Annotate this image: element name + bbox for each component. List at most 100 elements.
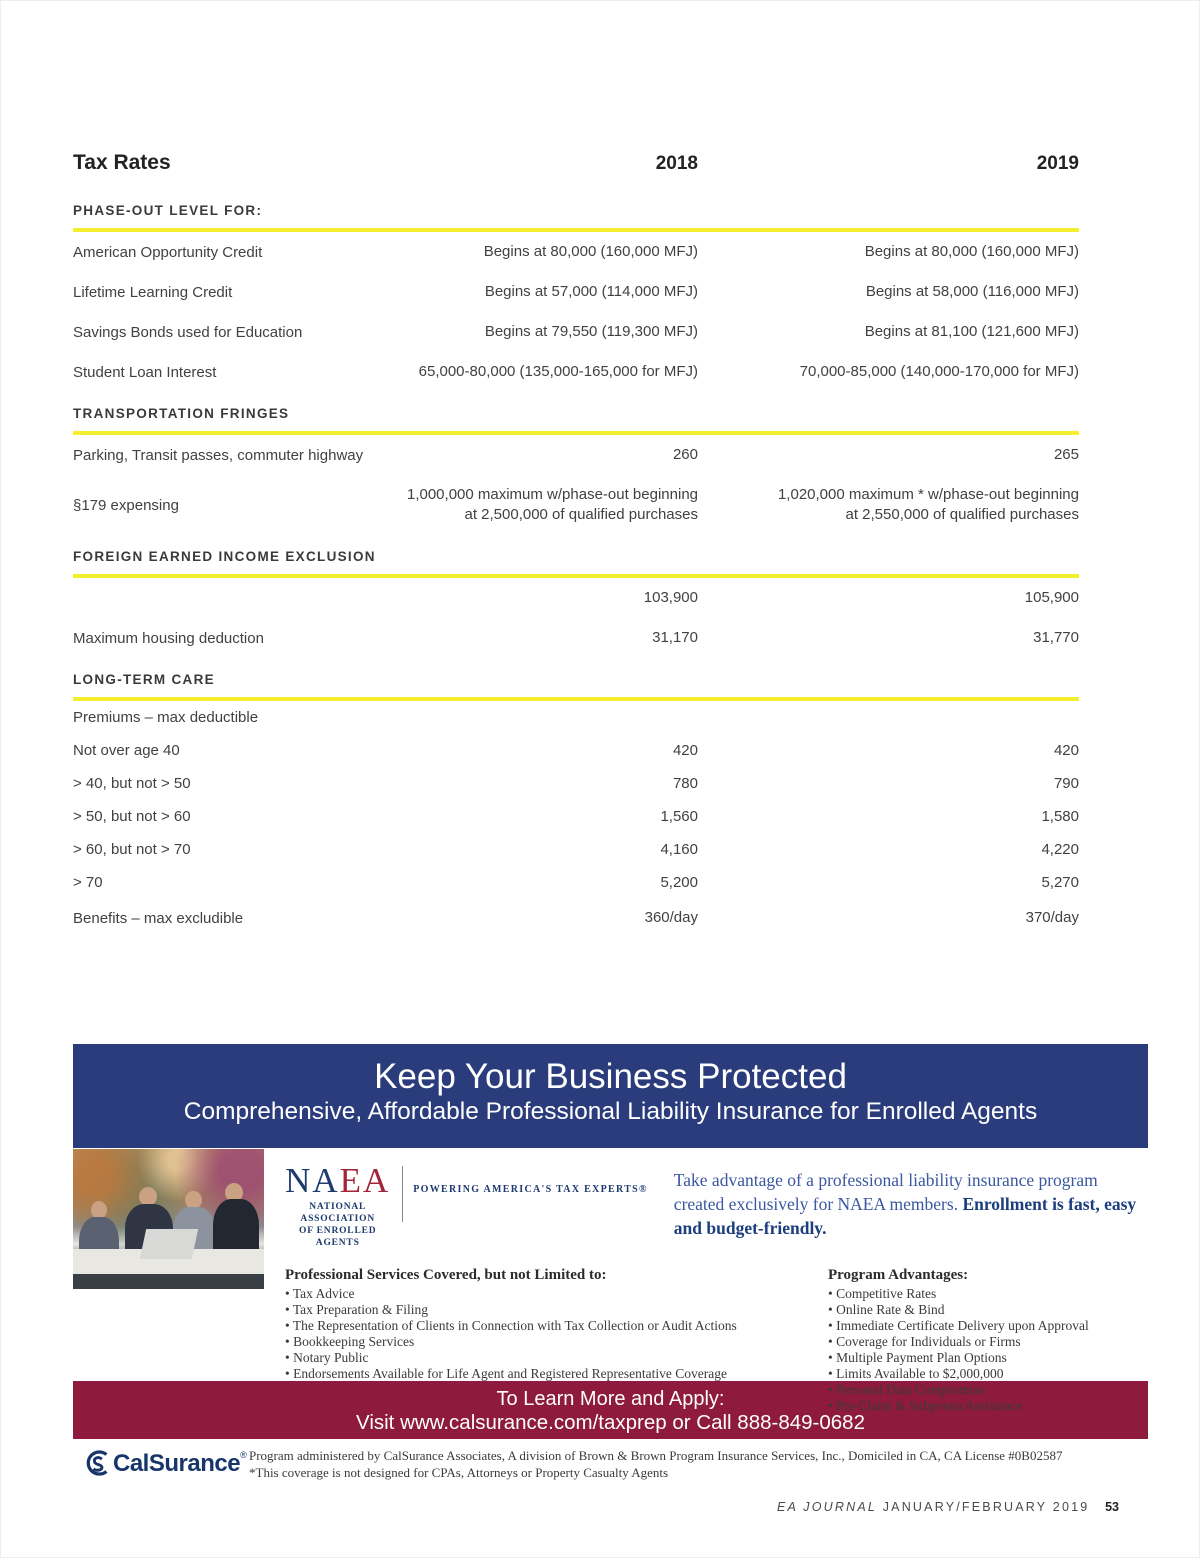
naea-word-na: NA xyxy=(285,1161,340,1200)
services-list: Tax Advice Tax Preparation & Filing The … xyxy=(285,1286,820,1382)
value-2019: 1,020,000 maximum * w/phase-out beginnin… xyxy=(777,486,1079,523)
business-meeting-photo xyxy=(73,1149,264,1289)
value-2018: 1,560 xyxy=(660,807,698,825)
advantage-item: Pre-Claim & Subpoena Assistance xyxy=(828,1398,1089,1414)
pitch-bold: Enrollment is fast, easy and budget-frie… xyxy=(673,1194,1137,1238)
row-label: > 40, but not > 50 xyxy=(73,775,191,792)
value-2019: 265 xyxy=(1053,446,1079,463)
value-2018: 1,000,000 maximum w/phase-out beginning … xyxy=(406,486,698,523)
value-2018: 4,160 xyxy=(660,840,698,858)
value-2018: 103,900 xyxy=(643,589,698,606)
section-heading-foreign-income: FOREIGN EARNED INCOME EXCLUSION xyxy=(73,549,1079,578)
row-label: Student Loan Interest xyxy=(73,363,217,381)
value-2018: 31,170 xyxy=(652,629,698,646)
calsurance-wordmark: CalSurance xyxy=(113,1450,241,1477)
value-2018: 5,200 xyxy=(660,873,698,891)
advantages-column: Program Advantages: Competitive Rates On… xyxy=(828,1267,1089,1414)
value-2019: Begins at 80,000 (160,000 MFJ) xyxy=(864,243,1079,260)
table-row: Student Loan Interest 65,000-80,000 (135… xyxy=(73,352,1079,392)
row-label: Not over age 40 xyxy=(73,742,180,759)
advantage-item: Limits Available to $2,000,000 xyxy=(828,1366,1089,1382)
value-2019: Begins at 58,000 (116,000 MFJ) xyxy=(865,283,1079,300)
table-row: Savings Bonds used for Education Begins … xyxy=(73,312,1079,352)
service-item: Tax Advice xyxy=(285,1286,820,1302)
column-header-2019: 2019 xyxy=(1036,153,1079,174)
column-header-2018: 2018 xyxy=(655,153,698,174)
value-2019: 420 xyxy=(1053,741,1079,759)
value-2018: Begins at 57,000 (114,000 MFJ) xyxy=(484,283,698,300)
row-label: §179 expensing xyxy=(73,496,179,514)
pitch-regular: Take advantage of a professional liabili… xyxy=(673,1170,1098,1214)
naea-org-line2: OF ENROLLED AGENTS xyxy=(299,1226,377,1248)
naea-row: NAEA NATIONAL ASSOCIATION OF ENROLLED AG… xyxy=(285,1161,1148,1249)
cta-line2: Visit www.calsurance.com/taxprep or Call… xyxy=(356,1411,865,1434)
value-2019: 31,770 xyxy=(1033,629,1079,646)
table-row: > 50, but not > 60 1,560 1,580 xyxy=(73,800,1079,833)
naea-logo: NAEA NATIONAL ASSOCIATION OF ENROLLED AG… xyxy=(285,1161,648,1249)
advantage-item: Immediate Certificate Delivery upon Appr… xyxy=(828,1318,1089,1334)
naea-word-ea: EA xyxy=(339,1161,391,1200)
ad-pitch-text: Take advantage of a professional liabili… xyxy=(674,1168,1148,1249)
value-2018: 360/day xyxy=(644,909,698,926)
tax-rates-table: Tax Rates 2018 2019 PHASE-OUT LEVEL FOR:… xyxy=(73,149,1079,937)
service-item: Tax Preparation & Filing xyxy=(285,1302,820,1318)
calsurance-logo: CalSurance ® xyxy=(73,1446,249,1481)
value-2019: Begins at 81,100 (121,600 MFJ) xyxy=(864,323,1079,340)
value-2018: Begins at 79,550 (119,300 MFJ) xyxy=(484,323,698,340)
table-row: Premiums – max deductible xyxy=(73,701,1079,734)
legal-line2: *This coverage is not designed for CPAs,… xyxy=(249,1465,669,1480)
value-2019: 790 xyxy=(1053,774,1079,792)
row-label: Benefits – max excludible xyxy=(73,909,244,927)
advantage-item: Online Rate & Bind xyxy=(828,1302,1089,1318)
row-label: American Opportunity Credit xyxy=(73,243,263,261)
advantage-item: Personal Data Compromise xyxy=(828,1382,1089,1398)
section-heading-long-term-care: LONG-TERM CARE xyxy=(73,672,1079,701)
row-label: Savings Bonds used for Education xyxy=(73,323,303,341)
ad-legal-row: CalSurance ® Program administered by Cal… xyxy=(73,1446,1148,1481)
advantages-heading: Program Advantages: xyxy=(828,1267,969,1283)
advantages-list: Competitive Rates Online Rate & Bind Imm… xyxy=(828,1286,1089,1414)
table-row: Not over age 40 420 420 xyxy=(73,734,1079,767)
cta-line1: To Learn More and Apply: xyxy=(496,1388,725,1410)
issue-date: JANUARY/FEBRUARY 2019 xyxy=(882,1500,1090,1514)
ad-columns: Professional Services Covered, but not L… xyxy=(285,1267,1148,1414)
ad-content: NAEA NATIONAL ASSOCIATION OF ENROLLED AG… xyxy=(285,1148,1148,1414)
table-row: > 60, but not > 70 4,160 4,220 xyxy=(73,833,1079,866)
page-footer: EA JOURNAL JANUARY/FEBRUARY 2019 53 xyxy=(777,1500,1119,1514)
value-2018: 260 xyxy=(672,446,698,463)
table-row: American Opportunity Credit Begins at 80… xyxy=(73,232,1079,272)
naea-org-line1: NATIONAL ASSOCIATION xyxy=(300,1202,376,1224)
section-heading-phase-out: PHASE-OUT LEVEL FOR: xyxy=(73,203,1079,232)
journal-name: EA JOURNAL xyxy=(777,1500,878,1514)
naea-wordmark: NAEA NATIONAL ASSOCIATION OF ENROLLED AG… xyxy=(285,1161,391,1249)
value-2018: 780 xyxy=(672,774,698,792)
service-item: The Representation of Clients in Connect… xyxy=(285,1318,820,1334)
ad-header-banner: Keep Your Business Protected Comprehensi… xyxy=(73,1044,1148,1148)
calsurance-swan-icon xyxy=(86,1450,108,1476)
table-row: Maximum housing deduction 31,170 31,770 xyxy=(73,618,1079,658)
calsurance-advertisement: Keep Your Business Protected Comprehensi… xyxy=(73,1044,1148,1481)
service-item: Notary Public xyxy=(285,1350,820,1366)
advantage-item: Coverage for Individuals or Firms xyxy=(828,1334,1089,1350)
legal-text: Program administered by CalSurance Assoc… xyxy=(249,1446,1062,1481)
table-row: > 40, but not > 50 780 790 xyxy=(73,767,1079,800)
row-label: Premiums – max deductible xyxy=(73,709,259,726)
legal-line1: Program administered by CalSurance Assoc… xyxy=(249,1448,1063,1463)
table-row: 103,900 105,900 xyxy=(73,578,1079,618)
service-item: Endorsements Available for Life Agent an… xyxy=(285,1366,820,1382)
row-label: Parking, Transit passes, commuter highwa… xyxy=(73,446,364,464)
value-2019: 70,000-85,000 (140,000-170,000 for MFJ) xyxy=(799,363,1079,380)
value-2019: 5,270 xyxy=(1041,873,1079,891)
table-row: Lifetime Learning Credit Begins at 57,00… xyxy=(73,272,1079,312)
table-row: Parking, Transit passes, commuter highwa… xyxy=(73,435,1079,475)
value-2019: 1,580 xyxy=(1041,807,1079,825)
section-heading-transportation: TRANSPORTATION FRINGES xyxy=(73,406,1079,435)
services-column: Professional Services Covered, but not L… xyxy=(285,1267,820,1414)
ad-body: NAEA NATIONAL ASSOCIATION OF ENROLLED AG… xyxy=(73,1148,1148,1413)
naea-logo-divider xyxy=(402,1166,404,1222)
value-2018: 65,000-80,000 (135,000-165,000 for MFJ) xyxy=(418,363,698,380)
row-label: Maximum housing deduction xyxy=(73,629,264,647)
row-label: > 50, but not > 60 xyxy=(73,808,191,825)
page-number: 53 xyxy=(1105,1500,1119,1514)
